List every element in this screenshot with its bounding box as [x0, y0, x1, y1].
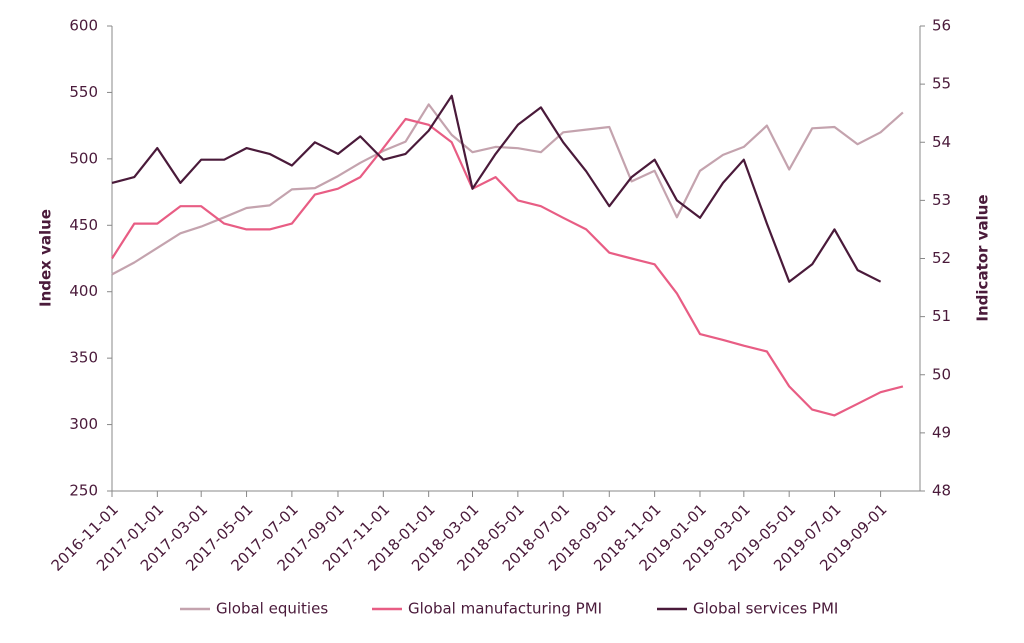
y-tick-label: 400 [69, 282, 98, 300]
y-tick-label: 600 [69, 17, 98, 35]
series-line [111, 103, 904, 276]
y-tick-label: 550 [69, 83, 98, 101]
series-line [111, 117, 904, 417]
y2-tick-label: 51 [932, 307, 951, 325]
y-tick-label: 500 [69, 149, 98, 167]
legend-label: Global manufacturing PMI [408, 600, 602, 618]
y2-tick-label: 56 [932, 17, 951, 35]
y-tick-label: 450 [69, 216, 98, 234]
series-line [111, 94, 882, 283]
legend-label: Global services PMI [693, 600, 838, 618]
y-tick-label: 350 [69, 349, 98, 367]
y2-tick-label: 50 [932, 365, 951, 383]
y2-tick-label: 54 [932, 133, 951, 151]
y2-tick-label: 52 [932, 249, 951, 267]
y2-tick-label: 48 [932, 482, 951, 500]
y-tick-label: 250 [69, 482, 98, 500]
y2-tick-label: 55 [932, 75, 951, 93]
y-tick-label: 300 [69, 415, 98, 433]
y2-tick-label: 53 [932, 191, 951, 209]
legend-label: Global equities [216, 600, 328, 618]
y2-axis-label: Indicator value [974, 194, 992, 321]
y-axis-label: Index value [37, 209, 55, 307]
y2-tick-label: 49 [932, 423, 951, 441]
